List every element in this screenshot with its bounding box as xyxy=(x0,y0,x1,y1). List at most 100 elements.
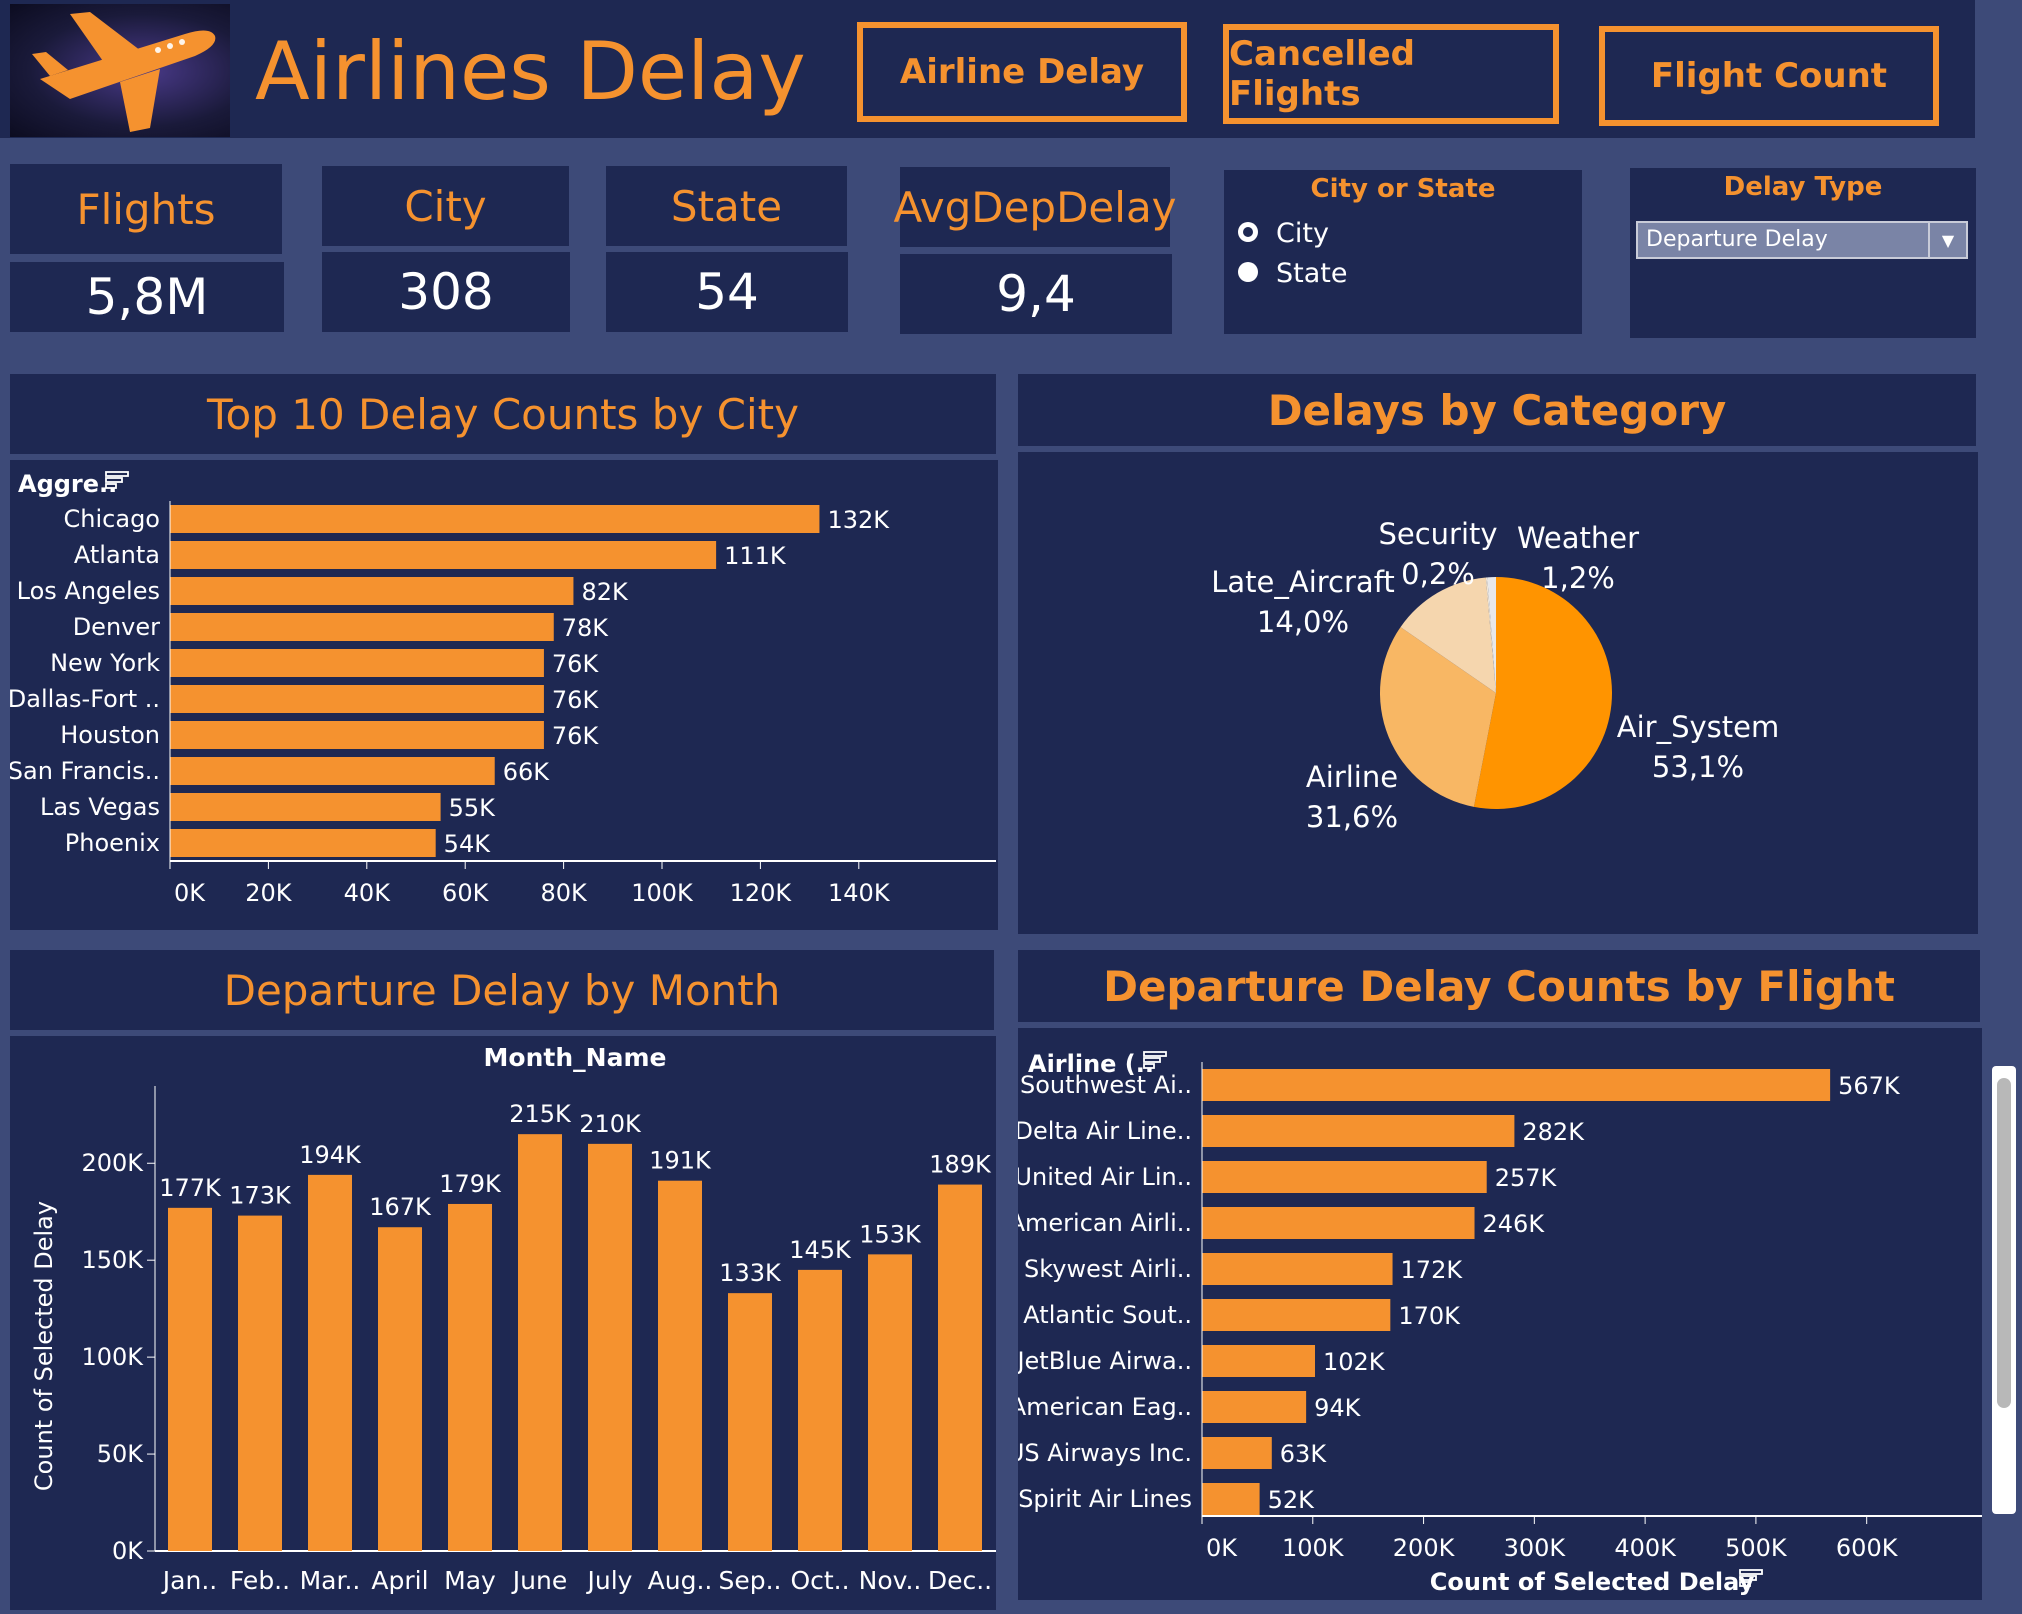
slice-percent: 0,2% xyxy=(1401,557,1475,591)
category-label: Sep.. xyxy=(718,1566,781,1595)
value-label: 52K xyxy=(1268,1486,1316,1514)
nav-button-airline-delay[interactable]: Airline Delay xyxy=(857,22,1187,122)
category-pie-chart: Air_System53,1%Airline31,6%Late_Aircraft… xyxy=(1018,452,1978,934)
bar xyxy=(308,1175,352,1551)
slice-name: Airline xyxy=(1306,760,1398,794)
x-tick-label: 200K xyxy=(1393,1534,1456,1562)
x-tick-label: 140K xyxy=(828,879,891,907)
value-label: 66K xyxy=(503,758,551,786)
value-label: 133K xyxy=(719,1259,782,1287)
x-tick-label: 500K xyxy=(1725,1534,1788,1562)
page-title: Airlines Delay xyxy=(255,22,806,122)
scrollbar[interactable] xyxy=(1992,1066,2016,1514)
category-label: Nov.. xyxy=(859,1566,922,1595)
bar xyxy=(1202,1437,1272,1469)
flight-bar-chart: Airline (..Southwest Ai.. 567K Delta Air L… xyxy=(1018,1028,1982,1600)
category-label: United Air Lin.. xyxy=(1018,1163,1192,1191)
bar xyxy=(170,577,573,605)
value-label: 111K xyxy=(724,542,787,570)
bar xyxy=(170,757,495,785)
bar xyxy=(170,829,436,857)
city-chart-panel: Aggre.. Chicago 132K Atlanta 111K Los Angeles… xyxy=(10,460,998,930)
category-label: Skywest Airli.. xyxy=(1024,1255,1192,1283)
bar xyxy=(938,1185,982,1551)
nav-button-flight-count[interactable]: Flight Count xyxy=(1599,26,1939,126)
radio-label: City xyxy=(1276,218,1329,249)
value-label: 102K xyxy=(1323,1348,1386,1376)
value-label: 170K xyxy=(1398,1302,1461,1330)
category-label: Dec.. xyxy=(928,1566,992,1595)
month-chart-panel: Month_Name Count of Selected Delay 0K 50K 10… xyxy=(10,1036,996,1610)
value-label: 172K xyxy=(1401,1256,1464,1284)
x-axis-label: Count of Selected Delay xyxy=(1430,1568,1755,1596)
category-label: Feb.. xyxy=(230,1566,290,1595)
bar xyxy=(238,1216,282,1551)
value-label: 282K xyxy=(1522,1118,1585,1146)
bar xyxy=(588,1144,632,1551)
radio-button[interactable] xyxy=(1238,222,1258,242)
month-bar-chart: Month_Name Count of Selected Delay 0K 50K 10… xyxy=(10,1036,996,1610)
category-label: Spirit Air Lines xyxy=(1018,1485,1192,1513)
value-label: 179K xyxy=(439,1170,502,1198)
slice-name: Weather xyxy=(1517,521,1639,555)
bar xyxy=(170,721,544,749)
slice-name: Security xyxy=(1378,517,1497,551)
category-label: Phoenix xyxy=(65,829,160,857)
value-label: 153K xyxy=(859,1220,922,1248)
category-label: April xyxy=(371,1566,428,1595)
airplane-icon xyxy=(10,4,230,137)
bar xyxy=(798,1270,842,1551)
slice-percent: 14,0% xyxy=(1257,605,1349,639)
bar xyxy=(1202,1069,1830,1101)
bar xyxy=(658,1181,702,1551)
value-label: 215K xyxy=(509,1100,572,1128)
kpi-city-value: 308 xyxy=(322,252,570,332)
y-tick-label: 100K xyxy=(81,1343,144,1371)
radio-label: State xyxy=(1276,258,1347,289)
bar xyxy=(1202,1161,1487,1193)
delay-type-dropdown[interactable]: Departure Delay ▼ xyxy=(1636,221,1968,259)
kpi-state-label: State xyxy=(606,166,847,246)
category-label: Denver xyxy=(73,613,160,641)
x-tick-label: 40K xyxy=(344,879,392,907)
category-label: Dallas-Fort .. xyxy=(10,685,160,713)
category-label: May xyxy=(444,1566,496,1595)
nav-button-cancelled-flights[interactable]: Cancelled Flights xyxy=(1223,24,1559,124)
value-label: 76K xyxy=(552,722,600,750)
category-label: Aug.. xyxy=(648,1566,713,1595)
bar xyxy=(168,1208,212,1551)
logo xyxy=(10,4,230,137)
bar xyxy=(1202,1483,1260,1515)
scrollbar-thumb[interactable] xyxy=(1997,1078,2011,1408)
value-label: 210K xyxy=(579,1110,642,1138)
x-tick-label: 100K xyxy=(631,879,694,907)
filter-title: Delay Type xyxy=(1630,172,1976,202)
city-or-state-filter: City or State City State xyxy=(1224,170,1582,334)
radio-option-city[interactable]: City xyxy=(1236,216,1436,250)
value-label: 194K xyxy=(299,1141,362,1169)
value-label: 257K xyxy=(1495,1164,1558,1192)
radio-option-state[interactable]: State xyxy=(1236,256,1436,290)
chevron-down-icon[interactable]: ▼ xyxy=(1928,223,1966,257)
city-bar-chart: Aggre.. Chicago 132K Atlanta 111K Los Angeles… xyxy=(10,460,998,930)
bar xyxy=(1202,1391,1306,1423)
radio-button[interactable] xyxy=(1238,262,1258,282)
category-label: JetBlue Airwa.. xyxy=(1018,1347,1192,1375)
value-label: 145K xyxy=(789,1236,852,1264)
x-tick-label: 400K xyxy=(1614,1534,1677,1562)
bar xyxy=(1202,1207,1475,1239)
value-label: 191K xyxy=(649,1147,712,1175)
x-tick-label: 20K xyxy=(245,879,293,907)
value-label: 567K xyxy=(1838,1072,1901,1100)
bar xyxy=(378,1227,422,1551)
delay-type-filter: Delay Type Departure Delay ▼ xyxy=(1630,168,1976,338)
bar xyxy=(518,1134,562,1551)
x-tick-label: 60K xyxy=(442,879,490,907)
y-tick-label: 150K xyxy=(81,1246,144,1274)
x-tick-label: 100K xyxy=(1282,1534,1345,1562)
value-label: 132K xyxy=(827,506,890,534)
y-axis-label: Count of Selected Delay xyxy=(30,1201,58,1491)
kpi-city-label: City xyxy=(322,166,569,246)
slice-percent: 1,2% xyxy=(1541,561,1615,595)
category-label: July xyxy=(586,1566,633,1595)
